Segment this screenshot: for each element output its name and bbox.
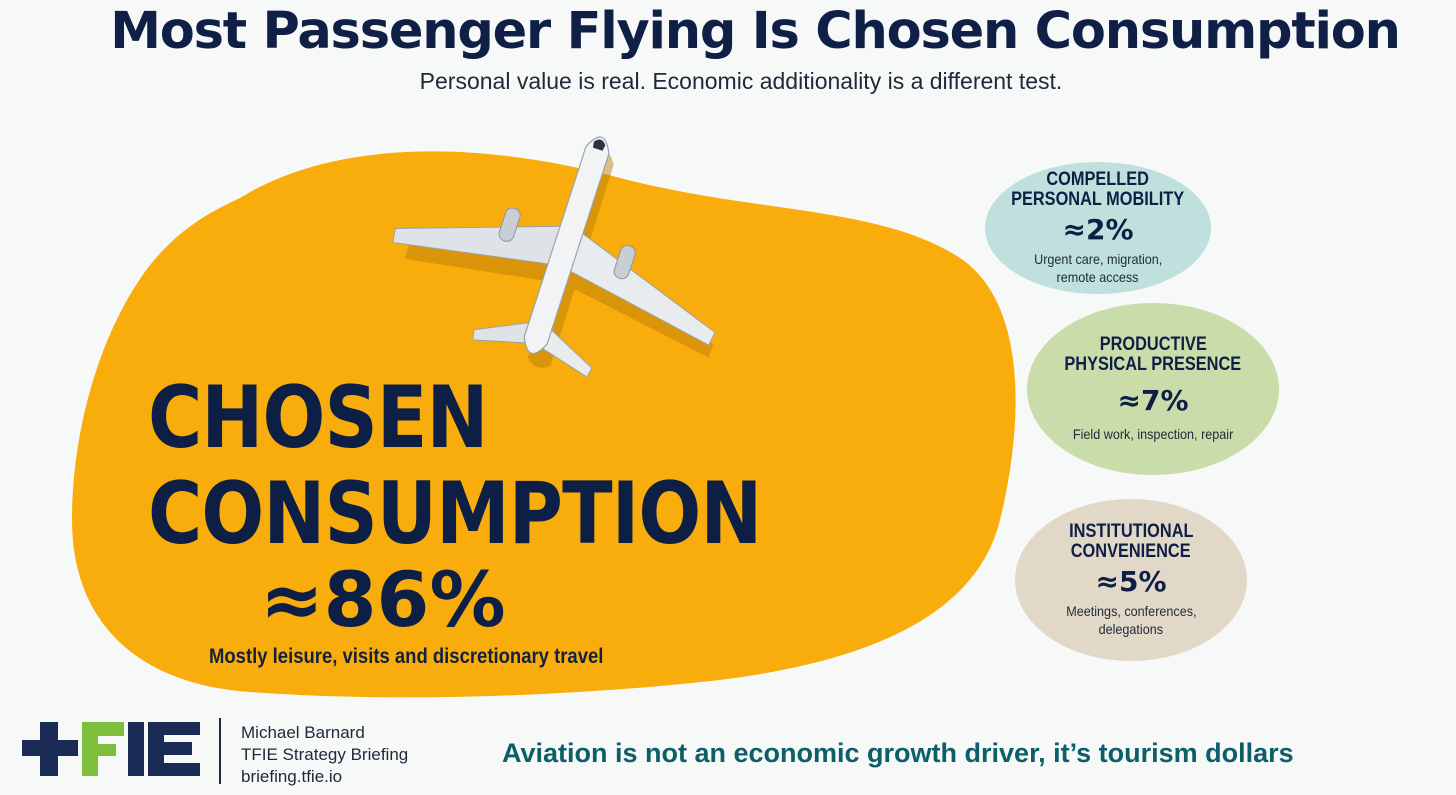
- bubble-title-line1: PRODUCTIVE: [1099, 334, 1207, 355]
- footer-divider: [219, 718, 221, 784]
- compelled-mobility-bubble: COMPELLED PERSONAL MOBILITY ≈2% Urgent c…: [985, 162, 1211, 294]
- page-title: Most Passenger Flying Is Chosen Consumpt…: [110, 2, 1401, 61]
- bubble-percent: ≈5%: [1095, 565, 1167, 598]
- bubble-title-line2: CONVENIENCE: [1071, 541, 1191, 562]
- productive-presence-bubble: PRODUCTIVE PHYSICAL PRESENCE ≈7% Field w…: [1027, 303, 1279, 475]
- chosen-consumption-label-line2: CONSUMPTION: [148, 464, 762, 564]
- bubble-desc-line1: Field work, inspection, repair: [1072, 426, 1234, 442]
- bubble-desc-line1: Meetings, conferences,: [1065, 603, 1197, 619]
- page-subtitle: Personal value is real. Economic additio…: [419, 68, 1063, 94]
- institutional-convenience-bubble-shape: [1015, 499, 1247, 661]
- publication-name: TFIE Strategy Briefing: [241, 745, 409, 764]
- bubble-title-line2: PHYSICAL PRESENCE: [1064, 354, 1242, 375]
- footer-tagline: Aviation is not an economic growth drive…: [502, 738, 1294, 768]
- bubble-desc-line2: delegations: [1098, 621, 1164, 637]
- bubble-percent: ≈7%: [1117, 384, 1189, 417]
- bubble-desc-line1: Urgent care, migration,: [1033, 251, 1163, 267]
- chosen-consumption-description: Mostly leisure, visits and discretionary…: [209, 645, 604, 668]
- chosen-consumption-label-line1: CHOSEN: [148, 368, 488, 468]
- institutional-convenience-bubble: INSTITUTIONAL CONVENIENCE ≈5% Meetings, …: [1015, 499, 1247, 661]
- bubble-desc-line2: remote access: [1057, 269, 1139, 285]
- productive-presence-bubble-shape: [1027, 303, 1279, 475]
- chosen-consumption-percent: ≈86%: [260, 555, 506, 644]
- bubble-title-line2: PERSONAL MOBILITY: [1011, 189, 1185, 210]
- bubble-title-line1: COMPELLED: [1046, 169, 1150, 190]
- compelled-mobility-bubble-shape: [985, 162, 1211, 294]
- bubble-percent: ≈2%: [1062, 213, 1134, 246]
- chosen-consumption-label: CHOSEN CONSUMPTION: [148, 368, 762, 564]
- airplane-icon: [392, 136, 716, 378]
- website-link[interactable]: briefing.tfie.io: [241, 767, 343, 786]
- chosen-consumption-shape: [72, 151, 1016, 698]
- author-block: Michael Barnard TFIE Strategy Briefing b…: [241, 722, 408, 788]
- tfie-logo-icon: [22, 722, 200, 776]
- bubble-title-line1: INSTITUTIONAL: [1068, 521, 1194, 542]
- author-name: Michael Barnard: [241, 723, 365, 742]
